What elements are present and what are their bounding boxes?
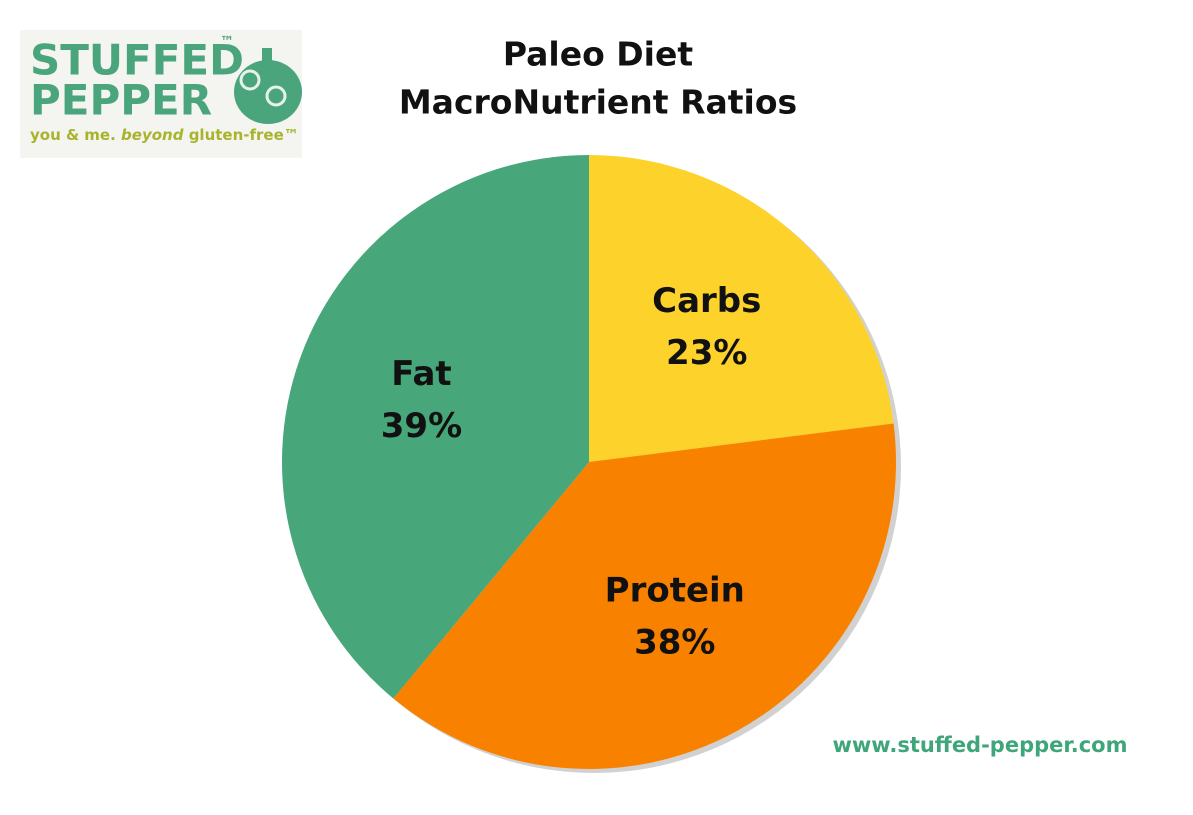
slice-label: Carbs [652,281,761,321]
tagline-part: you & me. [30,126,116,144]
pie-slice [589,155,894,462]
logo-name: PEPPER [30,76,212,125]
logo-tagline: you & me. beyond gluten-free™ [30,126,299,144]
logo-name: STUFFED [30,36,244,85]
slice-label: Fat [391,354,451,394]
source: www.stuffed-pepper.com [832,733,1127,757]
tagline-part: gluten-free™ [189,126,299,144]
value-label: 23% [666,333,747,373]
pie: Carbs 23% Protein 38% Fat 39% [281,155,896,769]
chart-title: MacroNutrient Ratios [399,83,797,122]
value-label: 39% [381,406,462,446]
logo-trademark: ™ [220,34,234,50]
pie-slice [393,423,896,769]
slice-label: Protein [605,571,745,611]
logo-pepper [234,48,302,124]
pie-slice [281,155,589,699]
chart-title: Paleo Diet [503,35,694,74]
tagline-part: beyond [121,126,184,144]
value-label: 38% [634,623,715,663]
